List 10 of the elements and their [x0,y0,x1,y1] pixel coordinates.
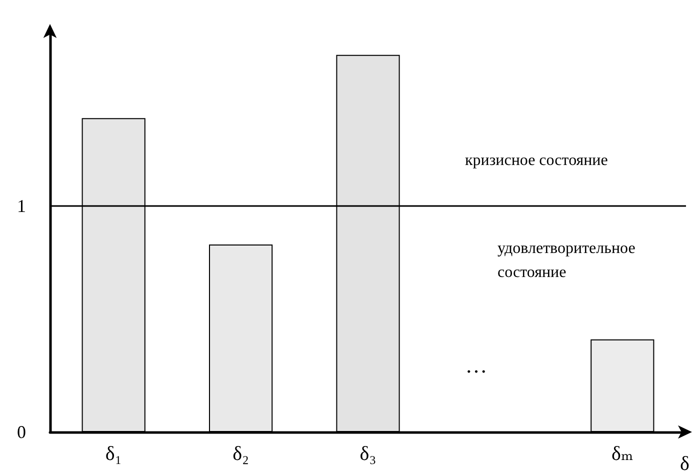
y-tick-label: 1 [17,196,26,216]
x-axis-title: δ [680,453,690,474]
annotation: кризисное состояние [465,152,608,170]
x-tick-label: δ₃ [360,443,376,465]
x-tick-label: δₘ [612,443,634,465]
y-tick-label: 0 [17,422,26,442]
annotation: удовлетворительное состояние [498,240,636,282]
x-tick-label: δ₂ [232,443,250,465]
x-tick-label: δ₁ [105,443,122,465]
annotation: … [465,352,488,378]
